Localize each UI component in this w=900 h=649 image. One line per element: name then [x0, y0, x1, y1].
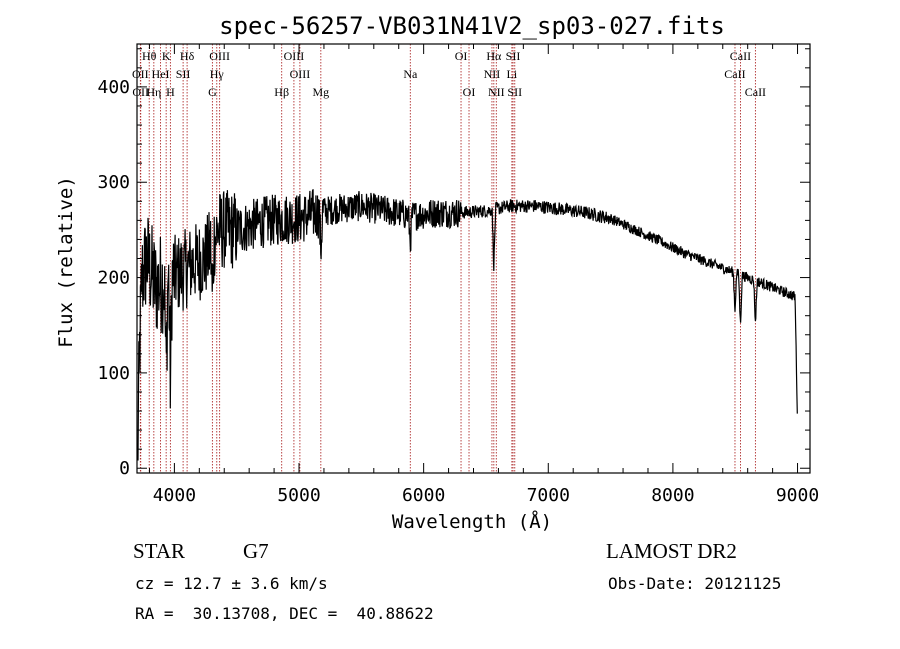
- x-tick-label: 6000: [402, 485, 445, 506]
- object-type: STAR: [133, 539, 185, 563]
- line-label: SII: [507, 85, 522, 99]
- coordinates: RA = 30.13708, DEC = 40.88622: [135, 604, 434, 623]
- line-label: Hβ: [274, 85, 289, 99]
- x-tick-label: 7000: [527, 485, 570, 506]
- spectral-subclass: G7: [243, 539, 269, 563]
- line-label: CaII: [730, 49, 751, 63]
- line-label: SII: [506, 49, 521, 63]
- line-label: NII: [484, 67, 501, 81]
- spectral-line-labels: Hθ K Hδ OIII OIII OI Hα SII CaII OII HeI SII Hγ OIII N…: [132, 49, 766, 99]
- line-label: H: [166, 85, 175, 99]
- line-label: Na: [403, 67, 418, 81]
- redshift-text: cz = 12.7 ± 3.6 km/s: [135, 574, 328, 593]
- plot-frame: [136, 43, 811, 474]
- obs-date: Obs-Date: 20121125: [608, 574, 782, 593]
- line-label: OII: [132, 67, 149, 81]
- line-label: OI: [463, 85, 476, 99]
- x-axis-label: Wavelength (Å): [392, 510, 552, 533]
- line-label: Hη: [146, 85, 161, 99]
- y-tick-label: 100: [97, 363, 130, 384]
- y-tick-label: 0: [119, 458, 130, 479]
- chart-title: spec-56257-VB031N41V2_sp03-027.fits: [219, 12, 725, 40]
- line-label: NII: [488, 85, 505, 99]
- y-tick-label: 400: [97, 77, 130, 98]
- line-label: OIII: [284, 49, 305, 63]
- line-label: Mg: [312, 85, 329, 99]
- axis-ticks: [137, 44, 810, 473]
- line-label: CaII: [724, 67, 745, 81]
- line-label: Hα: [486, 49, 502, 63]
- line-label: SII: [176, 67, 191, 81]
- line-label: HeI: [152, 67, 170, 81]
- line-label: CaII: [745, 85, 766, 99]
- y-tick-label: 300: [97, 172, 130, 193]
- x-tick-label: 9000: [776, 485, 819, 506]
- line-label: OI: [455, 49, 468, 63]
- spectrum-line: [137, 189, 798, 461]
- x-tick-label: 8000: [651, 485, 694, 506]
- line-label: G: [208, 85, 217, 99]
- line-label: Hδ: [180, 49, 195, 63]
- y-tick-label: 200: [97, 268, 130, 289]
- line-label: K: [162, 49, 171, 63]
- axis-tick-labels: 4000 5000 6000 7000 8000 9000 0 100 200 300 400: [97, 77, 819, 506]
- line-label: Hθ: [142, 49, 157, 63]
- x-tick-label: 4000: [153, 485, 196, 506]
- survey-name: LAMOST DR2: [606, 539, 737, 563]
- line-label: OIII: [209, 49, 230, 63]
- spectrum-chart: spec-56257-VB031N41V2_sp03-027.fits Hθ K H…: [55, 12, 819, 533]
- y-axis-label: Flux (relative): [55, 176, 77, 348]
- line-label: Li: [507, 67, 518, 81]
- x-tick-label: 5000: [277, 485, 320, 506]
- line-label: OIII: [290, 67, 311, 81]
- line-label: Hγ: [210, 67, 225, 81]
